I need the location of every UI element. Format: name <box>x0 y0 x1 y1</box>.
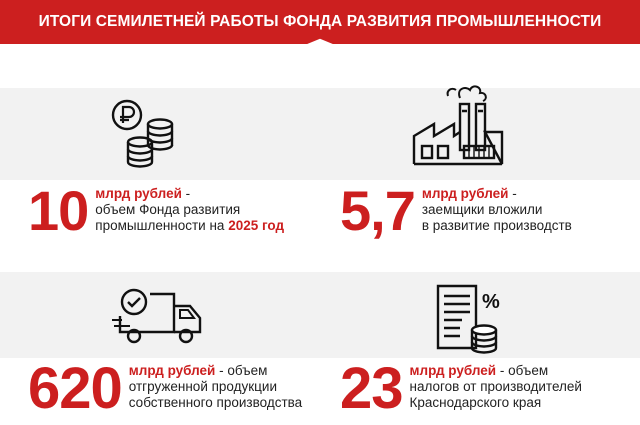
stat-text: объем Фонда развития <box>95 202 241 217</box>
stat-description: млрд рублей - объем Фонда развития промы… <box>95 186 284 234</box>
stat-fund-volume: 10 млрд рублей - объем Фонда развития пр… <box>28 183 284 239</box>
stat-number: 23 <box>340 356 404 421</box>
tax-document-icon: % <box>432 282 508 356</box>
stat-text: собственного производства <box>128 395 303 410</box>
stat-unit: млрд рублей <box>409 363 497 378</box>
stat-borrowers-investment: 5,7 млрд рублей - заемщики вложили в раз… <box>340 183 572 239</box>
top-band <box>0 88 640 180</box>
coins-ruble-icon <box>110 98 180 170</box>
page-title: ИТОГИ СЕМИЛЕТНЕЙ РАБОТЫ ФОНДА РАЗВИТИЯ П… <box>38 13 602 30</box>
stat-text: Краснодарского края <box>409 395 542 410</box>
stat-text: отгруженной продукции <box>128 379 277 394</box>
stat-description: млрд рублей - заемщики вложили в развити… <box>422 186 572 234</box>
stat-unit: млрд рублей <box>128 363 216 378</box>
stat-description: млрд рублей - объем отгруженной продукци… <box>129 363 302 411</box>
stat-text: промышленности на <box>95 218 229 233</box>
stat-number: 5,7 <box>340 179 416 242</box>
stat-text: налогов от производителей <box>409 379 582 394</box>
stat-text: в развитие производств <box>421 218 572 233</box>
stat-number: 620 <box>28 356 123 421</box>
factory-icon <box>412 84 504 168</box>
stat-text: - объем <box>215 363 268 378</box>
header-banner: ИТОГИ СЕМИЛЕТНЕЙ РАБОТЫ ФОНДА РАЗВИТИЯ П… <box>0 0 640 44</box>
stat-year: 2025 год <box>228 218 285 233</box>
stat-unit: млрд рублей <box>95 186 182 201</box>
delivery-truck-icon <box>112 286 208 350</box>
stat-unit: млрд рублей <box>421 186 509 201</box>
stat-shipped-products: 620 млрд рублей - объем отгруженной прод… <box>28 360 302 418</box>
stat-text: - <box>181 186 191 201</box>
stat-text: - объем <box>496 363 549 378</box>
stat-text: - <box>508 186 517 201</box>
stat-number: 10 <box>28 179 89 242</box>
stat-text: заемщики вложили <box>421 202 543 217</box>
bottom-band <box>0 272 640 358</box>
stat-description: млрд рублей - объем налогов от производи… <box>410 363 582 411</box>
svg-text:%: % <box>482 291 500 313</box>
stat-taxes: 23 млрд рублей - объем налогов от произв… <box>340 360 582 418</box>
